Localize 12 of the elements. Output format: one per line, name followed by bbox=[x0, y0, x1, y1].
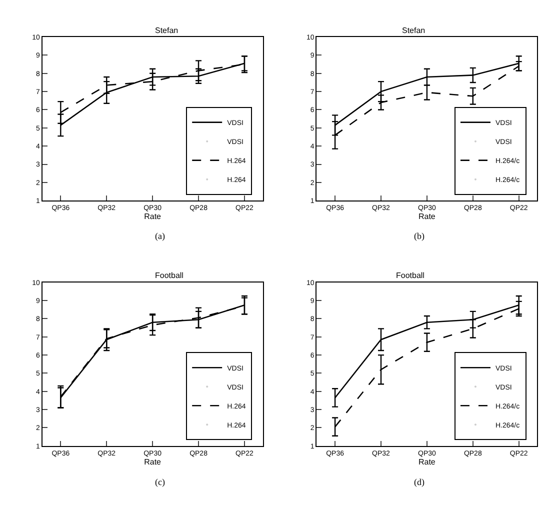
text: (a) bbox=[155, 231, 165, 241]
chart-title: Stefan bbox=[155, 26, 178, 35]
text: (d) bbox=[414, 477, 424, 487]
chart-title: Football bbox=[155, 271, 184, 280]
x-axis-title: Rate bbox=[144, 212, 162, 222]
x-axis-title: Rate bbox=[144, 457, 162, 466]
text: (b) bbox=[414, 231, 424, 241]
x-axis-title: Rate bbox=[418, 212, 436, 222]
chart-title: Stefan bbox=[402, 26, 426, 35]
x-axis-title: Rate bbox=[418, 457, 436, 466]
chart-title: Football bbox=[396, 271, 425, 280]
text: (c) bbox=[155, 477, 165, 487]
